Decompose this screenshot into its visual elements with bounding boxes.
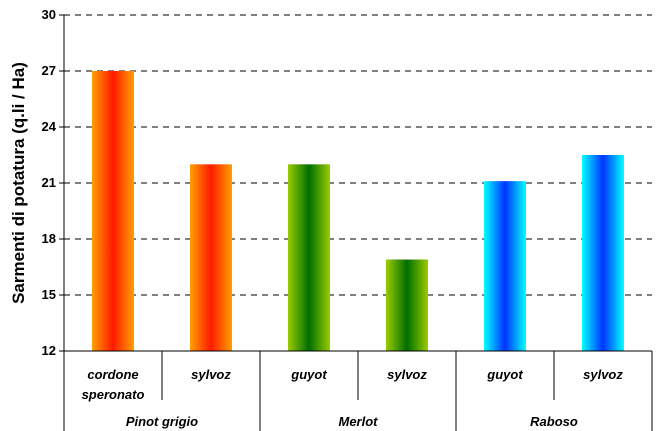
x-group-label: Raboso (530, 414, 578, 429)
bar-raboso-sylvoz (582, 155, 624, 351)
x-category-label: sylvoz (191, 367, 231, 382)
x-category-label: guyot (486, 367, 523, 382)
y-tick-label: 30 (42, 7, 56, 22)
x-category-label: guyot (290, 367, 327, 382)
y-tick-label: 21 (42, 175, 56, 190)
y-axis-label: Sarmenti di potatura (q.li / Ha) (9, 62, 28, 304)
y-tick-label: 18 (42, 231, 56, 246)
x-group-label: Pinot grigio (126, 414, 198, 429)
bar-pinot-grigio-sylvoz (190, 164, 232, 351)
labels: 12 15 18 21 24 27 30 cordone speronato sylvoz Pino… (42, 7, 624, 429)
x-category-label: sylvoz (583, 367, 623, 382)
axes (59, 14, 653, 431)
gridlines (64, 14, 652, 296)
bars (92, 71, 624, 351)
y-tick-label: 27 (42, 63, 56, 78)
x-group-label: Merlot (339, 414, 379, 429)
bar-merlot-sylvoz (386, 259, 428, 351)
y-tick-label: 24 (42, 119, 57, 134)
y-tick-label: 12 (42, 343, 56, 358)
bar-merlot-guyot (288, 164, 330, 351)
y-tick-label: 15 (42, 287, 56, 302)
x-category-label: cordone (87, 367, 138, 382)
x-category-label: sylvoz (387, 367, 427, 382)
x-category-label: speronato (82, 387, 145, 402)
bar-pinot-grigio-cordone (92, 71, 134, 351)
bar-raboso-guyot (484, 181, 526, 351)
